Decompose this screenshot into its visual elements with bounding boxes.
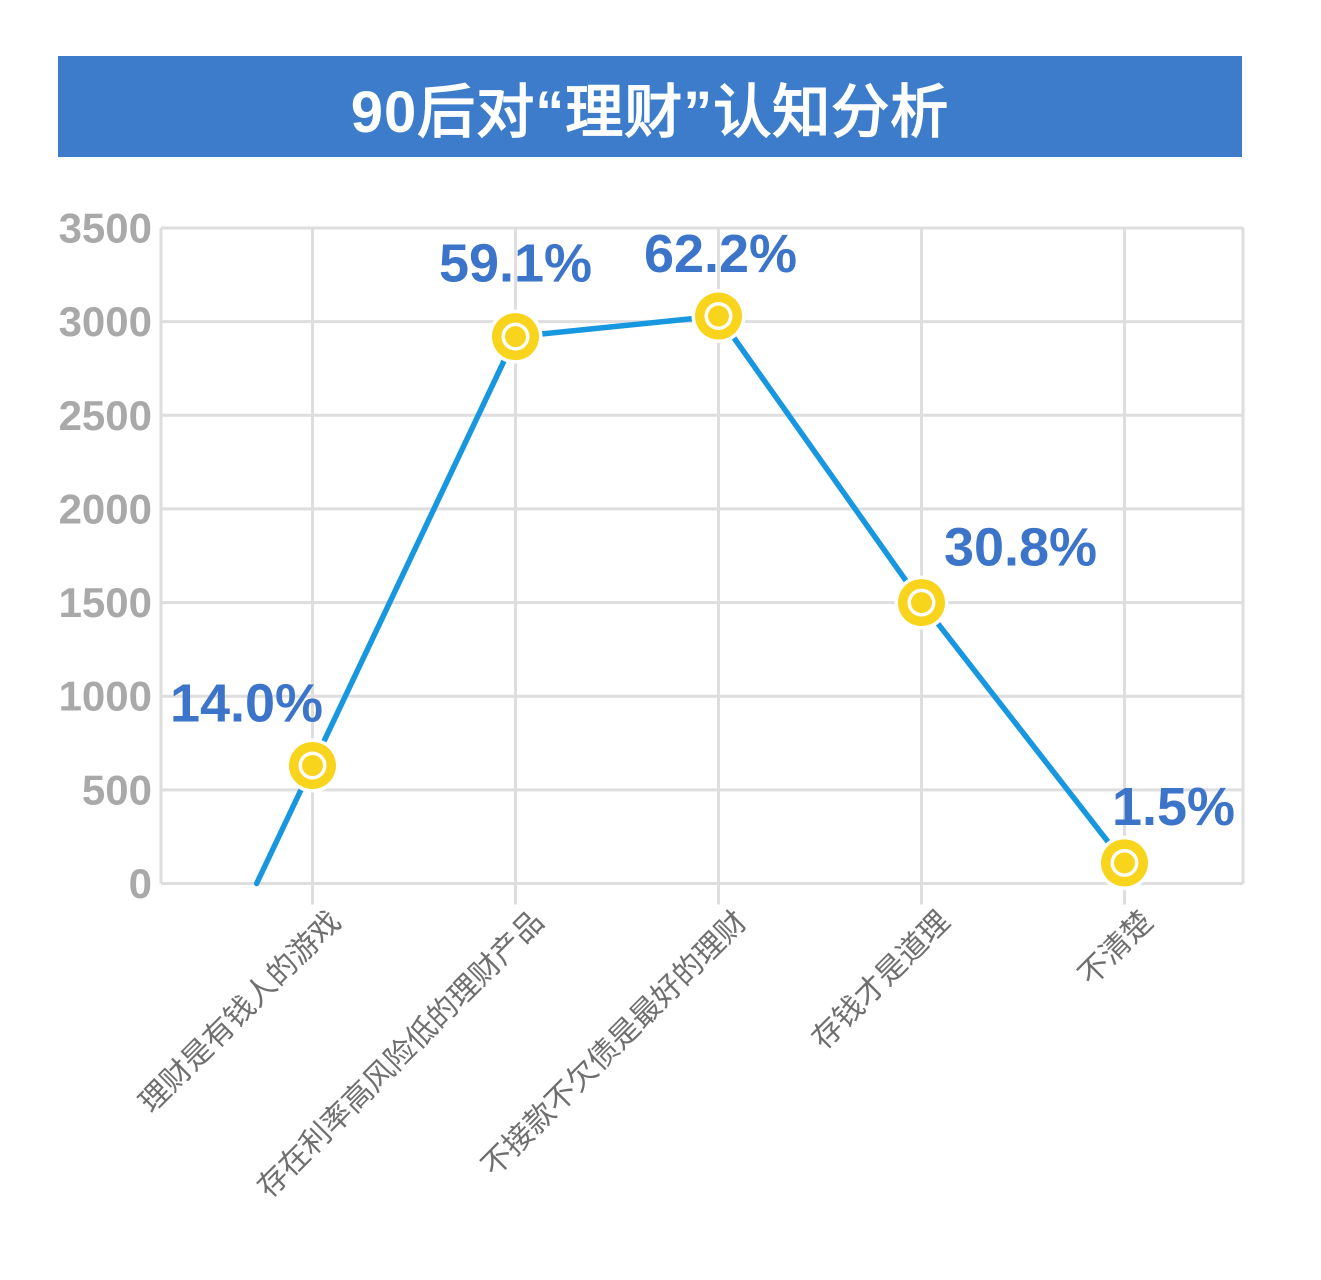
chart-title: 90后对“理财”认知分析 <box>350 79 950 145</box>
data-point-label: 30.8% <box>944 518 1097 578</box>
y-tick-label: 3000 <box>59 298 152 345</box>
data-point-core <box>911 592 932 614</box>
data-point-label: 59.1% <box>439 234 592 294</box>
data-point-core <box>1114 852 1135 874</box>
data-point-core <box>505 326 526 348</box>
chart-title-banner: 90后对“理财”认知分析 <box>58 56 1242 157</box>
y-tick-label: 0 <box>129 860 152 907</box>
y-tick-label: 3500 <box>59 205 152 252</box>
data-point-label: 1.5% <box>1112 777 1235 837</box>
data-point-label: 62.2% <box>644 224 797 284</box>
x-category-label: 存钱才是道理 <box>806 905 957 1056</box>
y-tick-label: 2500 <box>59 392 152 439</box>
x-category-label: 理财是有钱人的游戏 <box>133 905 347 1119</box>
data-point-label: 14.0% <box>170 674 323 734</box>
data-line <box>253 313 1128 887</box>
data-point-core <box>302 755 323 777</box>
x-category-label: 不清楚 <box>1072 905 1159 992</box>
y-tick-label: 500 <box>82 766 152 813</box>
y-tick-label: 1500 <box>59 579 152 626</box>
y-tick-label: 2000 <box>59 485 152 532</box>
y-tick-label: 1000 <box>59 673 152 720</box>
data-point-core <box>708 305 729 327</box>
